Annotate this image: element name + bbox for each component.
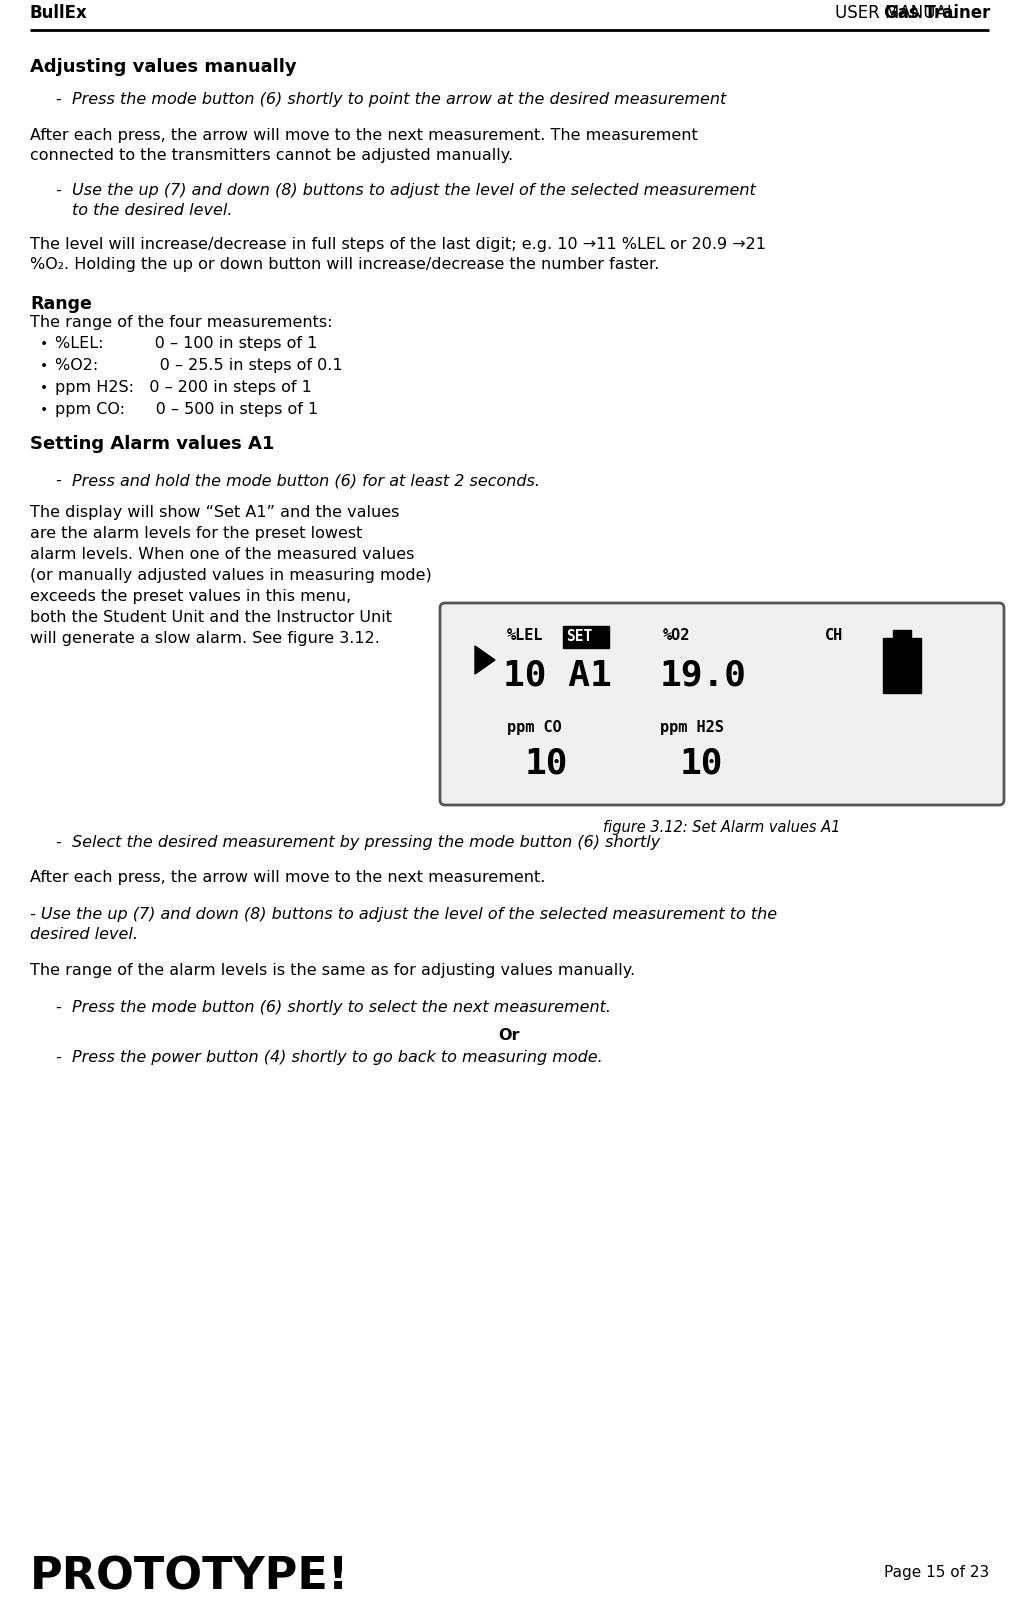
Text: The level will increase/decrease in full steps of the last digit; e.g. 10 →11 %L: The level will increase/decrease in full… [30, 236, 766, 252]
Text: figure 3.12: Set Alarm values A1: figure 3.12: Set Alarm values A1 [603, 819, 841, 835]
Text: (or manually adjusted values in measuring mode): (or manually adjusted values in measurin… [30, 569, 432, 583]
Text: -: - [55, 1000, 61, 1016]
Text: will generate a slow alarm. See figure 3.12.: will generate a slow alarm. See figure 3… [30, 631, 380, 647]
Text: are the alarm levels for the preset lowest: are the alarm levels for the preset lowe… [30, 525, 363, 541]
Text: Press the mode button (6) shortly to point the arrow at the desired measurement: Press the mode button (6) shortly to poi… [72, 93, 727, 107]
Text: •: • [40, 402, 48, 417]
Text: %O2: %O2 [663, 628, 691, 644]
Text: Press and hold the mode button (6) for at least 2 seconds.: Press and hold the mode button (6) for a… [72, 473, 540, 489]
Text: ppm CO:      0 – 500 in steps of 1: ppm CO: 0 – 500 in steps of 1 [55, 402, 318, 417]
Text: Select the desired measurement by pressing the mode button (6) shortly: Select the desired measurement by pressi… [72, 835, 660, 850]
FancyBboxPatch shape [440, 604, 1004, 805]
Text: both the Student Unit and the Instructor Unit: both the Student Unit and the Instructor… [30, 610, 392, 624]
Bar [883, 637, 921, 693]
Text: Setting Alarm values A1: Setting Alarm values A1 [30, 434, 274, 454]
Text: 10: 10 [680, 746, 723, 779]
Text: Gas Trainer: Gas Trainer [883, 5, 990, 22]
Text: %O₂. Holding the up or down button will increase/decrease the number faster.: %O₂. Holding the up or down button will … [30, 257, 659, 271]
Text: -: - [55, 93, 61, 107]
Text: to the desired level.: to the desired level. [72, 203, 232, 219]
Text: Use the up (7) and down (8) buttons to adjust the level of the selected measurem: Use the up (7) and down (8) buttons to a… [72, 184, 756, 198]
Text: -: - [55, 1049, 61, 1065]
Text: BullEx: BullEx [30, 5, 88, 22]
Text: - Use the up (7) and down (8) buttons to adjust the level of the selected measur: - Use the up (7) and down (8) buttons to… [30, 907, 777, 921]
Text: Range: Range [30, 295, 92, 313]
Text: ppm H2S:   0 – 200 in steps of 1: ppm H2S: 0 – 200 in steps of 1 [55, 380, 312, 394]
Bar [893, 629, 911, 637]
Text: Page 15 of 23: Page 15 of 23 [883, 1565, 989, 1579]
Text: 19.0: 19.0 [660, 658, 747, 692]
Text: Or: Or [498, 1028, 520, 1043]
Text: The display will show “Set A1” and the values: The display will show “Set A1” and the v… [30, 505, 399, 521]
Text: ppm CO: ppm CO [507, 720, 561, 735]
Text: alarm levels. When one of the measured values: alarm levels. When one of the measured v… [30, 548, 415, 562]
Text: 10 A1: 10 A1 [503, 658, 611, 692]
Text: %LEL:          0 – 100 in steps of 1: %LEL: 0 – 100 in steps of 1 [55, 335, 317, 351]
Text: Press the mode button (6) shortly to select the next measurement.: Press the mode button (6) shortly to sel… [72, 1000, 611, 1016]
Text: After each press, the arrow will move to the next measurement. The measurement: After each press, the arrow will move to… [30, 128, 698, 144]
Text: The range of the four measurements:: The range of the four measurements: [30, 315, 332, 331]
Text: 10: 10 [525, 746, 569, 779]
Text: %LEL: %LEL [507, 628, 543, 644]
Text: desired level.: desired level. [30, 926, 138, 942]
Text: -: - [55, 473, 61, 489]
Text: Press the power button (4) shortly to go back to measuring mode.: Press the power button (4) shortly to go… [72, 1049, 603, 1065]
Text: exceeds the preset values in this menu,: exceeds the preset values in this menu, [30, 589, 352, 604]
Polygon shape [475, 647, 495, 674]
Text: -: - [55, 184, 61, 198]
Text: SET: SET [566, 629, 592, 644]
Text: -: - [55, 835, 61, 850]
Text: CH: CH [825, 628, 844, 644]
Text: Adjusting values manually: Adjusting values manually [30, 57, 297, 77]
Text: ppm H2S: ppm H2S [660, 720, 723, 735]
Text: •: • [40, 359, 48, 374]
Text: •: • [40, 382, 48, 394]
Text: connected to the transmitters cannot be adjusted manually.: connected to the transmitters cannot be … [30, 149, 514, 163]
Text: USER MANUAL: USER MANUAL [835, 5, 961, 22]
Bar [564, 626, 609, 648]
Text: The range of the alarm levels is the same as for adjusting values manually.: The range of the alarm levels is the sam… [30, 963, 635, 977]
Text: •: • [40, 337, 48, 351]
Text: After each press, the arrow will move to the next measurement.: After each press, the arrow will move to… [30, 870, 545, 885]
Text: PROTOTYPE!: PROTOTYPE! [30, 1555, 350, 1597]
Text: %O2:            0 – 25.5 in steps of 0.1: %O2: 0 – 25.5 in steps of 0.1 [55, 358, 342, 374]
